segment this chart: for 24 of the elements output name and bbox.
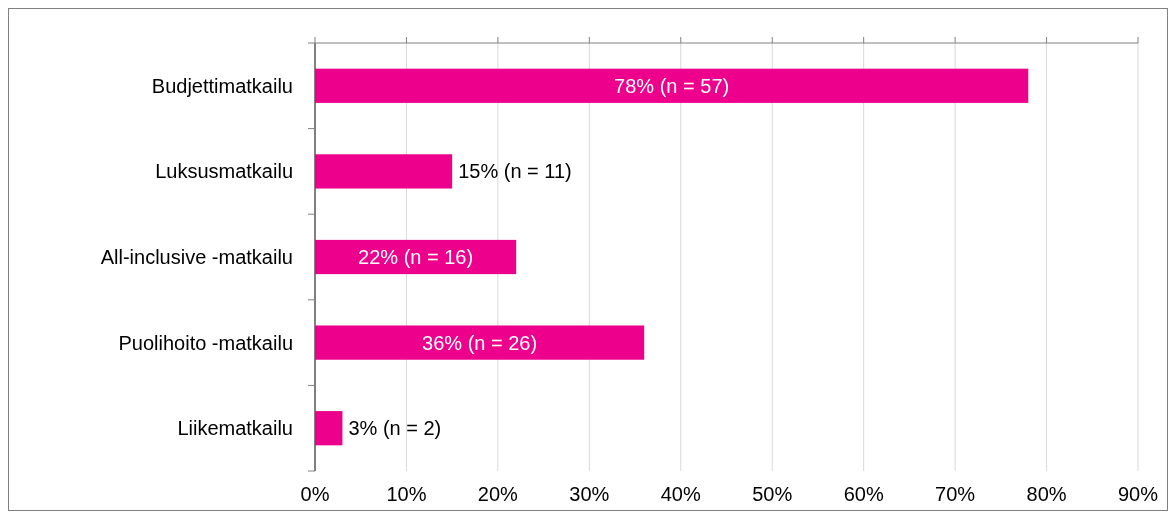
- x-tick-label: 50%: [752, 483, 793, 505]
- bar: [315, 411, 343, 446]
- y-tick-label: Budjettimatkailu: [151, 74, 293, 97]
- y-tick-label: Puolihoito -matkailu: [118, 331, 293, 354]
- x-tick-label: 40%: [660, 483, 702, 505]
- x-tick-label: 70%: [935, 483, 976, 505]
- bar: [315, 325, 645, 360]
- x-tick-label: 0%: [300, 483, 330, 505]
- data-label: 3% (n = 2): [348, 417, 442, 440]
- bar: [315, 154, 453, 189]
- data-label: 15% (n = 11): [458, 160, 572, 183]
- y-tick-label: Luksusmatkailu: [155, 160, 293, 183]
- y-tick-label: All-inclusive -matkailu: [100, 246, 293, 268]
- x-tick-label: 30%: [569, 483, 610, 505]
- x-tick-label: 20%: [477, 483, 519, 505]
- data-label: 78% (n = 57): [614, 74, 730, 97]
- bar: [315, 68, 1029, 103]
- y-tick-label: Liikematkailu: [177, 417, 293, 440]
- data-label: 36% (n = 26): [422, 331, 538, 354]
- x-tick-label: 60%: [843, 483, 884, 505]
- data-label: 22% (n = 16): [358, 246, 474, 268]
- x-tick-label: 80%: [1026, 483, 1067, 505]
- x-tick-label: 10%: [386, 483, 427, 505]
- x-tick-label: 90%: [1117, 483, 1159, 505]
